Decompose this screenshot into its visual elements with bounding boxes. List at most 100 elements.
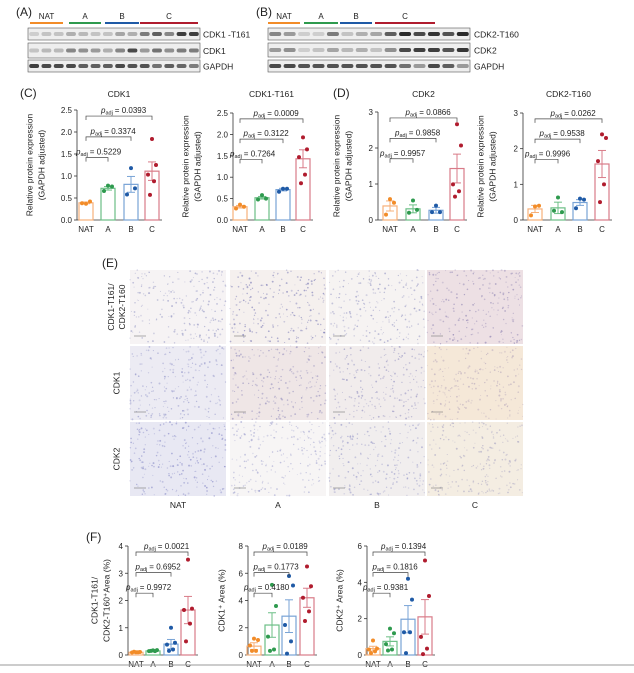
nucleus-dot (490, 301, 492, 304)
nucleus-dot (241, 390, 243, 392)
tissue-background (230, 346, 326, 420)
nucleus-dot (402, 286, 405, 288)
nucleus-dot (369, 306, 372, 308)
nucleus-dot (486, 449, 489, 452)
bar-group-a (382, 626, 398, 656)
nucleus-dot (303, 433, 305, 435)
nucleus-dot (406, 473, 408, 476)
y-tick-label: 0.0 (217, 216, 229, 225)
nucleus-dot (350, 315, 352, 317)
nucleus-dot (152, 462, 155, 465)
nucleus-dot (278, 352, 281, 354)
nucleus-dot (140, 354, 143, 356)
tissue-background (230, 270, 326, 344)
nucleus-dot (359, 314, 362, 317)
nucleus-dot (244, 412, 246, 414)
nucleus-dot (502, 318, 505, 321)
nucleus-dot (508, 409, 511, 412)
nucleus-dot (521, 424, 523, 427)
nucleus-dot (444, 368, 446, 370)
nucleus-dot (153, 332, 155, 335)
nucleus-dot (484, 479, 487, 482)
nucleus-dot (353, 335, 355, 337)
nucleus-dot (159, 313, 162, 316)
blot-strip (267, 59, 471, 73)
nucleus-dot (171, 305, 174, 308)
nucleus-dot (188, 372, 190, 374)
data-point (411, 198, 415, 203)
nucleus-dot (384, 287, 387, 290)
nucleus-dot (486, 352, 489, 355)
nucleus-dot (332, 445, 335, 447)
nucleus-dot (474, 370, 477, 373)
nucleus-dot (181, 427, 184, 429)
nucleus-dot (200, 338, 203, 341)
nucleus-dot (457, 490, 459, 492)
nucleus-dot (423, 326, 425, 328)
nucleus-dot (405, 400, 407, 402)
nucleus-dot (484, 475, 487, 478)
nucleus-dot (283, 460, 285, 462)
significance-bracket: padj = 0.9972 (125, 583, 172, 598)
group-label: B (119, 12, 124, 21)
nucleus-dot (266, 375, 269, 378)
nucleus-dot (407, 398, 409, 401)
nucleus-dot (165, 488, 167, 491)
nucleus-dot (330, 438, 332, 440)
nucleus-dot (132, 355, 134, 357)
nucleus-dot (457, 385, 459, 388)
nucleus-dot (405, 274, 408, 277)
data-point (453, 194, 457, 199)
nucleus-dot (251, 349, 253, 351)
nucleus-dot (305, 327, 308, 330)
nucleus-dot (429, 444, 431, 446)
nucleus-dot (196, 326, 199, 328)
nucleus-dot (205, 334, 207, 336)
nucleus-dot (284, 416, 286, 419)
nucleus-dot (158, 398, 160, 400)
ihc-image-r1-c (426, 269, 524, 345)
nucleus-dot (452, 340, 454, 342)
nucleus-dot (258, 411, 261, 414)
nucleus-dot (249, 429, 252, 432)
nucleus-dot (356, 275, 358, 277)
nucleus-dot (404, 305, 407, 308)
nucleus-dot (399, 414, 402, 417)
nucleus-dot (209, 293, 212, 296)
nucleus-dot (449, 418, 451, 420)
group-label: A (318, 12, 324, 21)
nucleus-dot (218, 398, 220, 401)
nucleus-dot (279, 461, 282, 464)
nucleus-dot (257, 318, 259, 320)
nucleus-dot (221, 434, 223, 436)
nucleus-dot (164, 493, 167, 495)
p-symbol: p (253, 109, 259, 118)
nucleus-dot (184, 372, 186, 374)
nucleus-dot (358, 405, 360, 407)
nucleus-dot (197, 406, 200, 409)
nucleus-dot (456, 400, 458, 402)
nucleus-dot (140, 285, 143, 288)
nucleus-dot (204, 379, 206, 382)
nucleus-dot (315, 381, 317, 383)
nucleus-dot (462, 383, 465, 386)
nucleus-dot (247, 302, 250, 304)
nucleus-dot (167, 375, 169, 378)
nucleus-dot (398, 281, 401, 284)
nucleus-dot (314, 278, 316, 281)
nucleus-dot (364, 310, 367, 312)
nucleus-dot (276, 348, 279, 351)
nucleus-dot (161, 480, 164, 483)
nucleus-dot (198, 280, 200, 283)
nucleus-dot (214, 413, 216, 415)
nucleus-dot (356, 437, 359, 440)
group-label: A (82, 12, 88, 21)
nucleus-dot (295, 425, 297, 428)
nucleus-dot (199, 308, 201, 311)
nucleus-dot (436, 272, 438, 274)
nucleus-dot (467, 352, 470, 355)
nucleus-dot (347, 435, 349, 438)
nucleus-dot (254, 489, 257, 492)
nucleus-dot (139, 404, 141, 406)
nucleus-dot (235, 424, 238, 426)
